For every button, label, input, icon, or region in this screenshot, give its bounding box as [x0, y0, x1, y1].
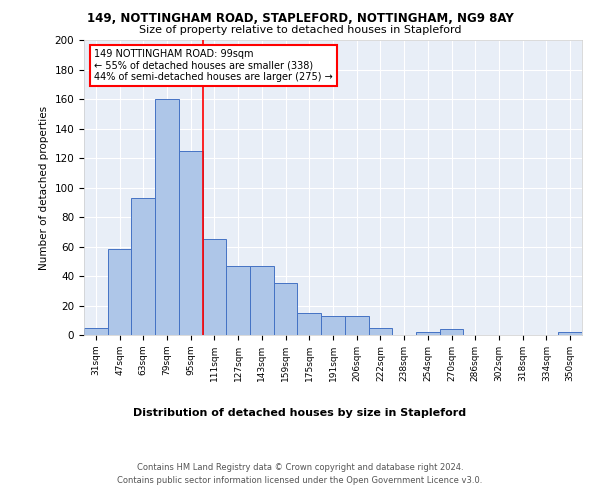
Text: 149, NOTTINGHAM ROAD, STAPLEFORD, NOTTINGHAM, NG9 8AY: 149, NOTTINGHAM ROAD, STAPLEFORD, NOTTIN…: [86, 12, 514, 26]
Text: Distribution of detached houses by size in Stapleford: Distribution of detached houses by size …: [133, 408, 467, 418]
Bar: [84, 328, 108, 335]
Bar: [416, 332, 440, 335]
Bar: [179, 150, 203, 335]
Text: 149 NOTTINGHAM ROAD: 99sqm
← 55% of detached houses are smaller (338)
44% of sem: 149 NOTTINGHAM ROAD: 99sqm ← 55% of deta…: [94, 49, 333, 82]
Text: Contains public sector information licensed under the Open Government Licence v3: Contains public sector information licen…: [118, 476, 482, 485]
Bar: [250, 266, 274, 335]
Bar: [321, 316, 345, 335]
Bar: [274, 284, 298, 335]
Text: Size of property relative to detached houses in Stapleford: Size of property relative to detached ho…: [139, 25, 461, 35]
Bar: [440, 329, 463, 335]
Bar: [345, 316, 368, 335]
Bar: [155, 99, 179, 335]
Text: Contains HM Land Registry data © Crown copyright and database right 2024.: Contains HM Land Registry data © Crown c…: [137, 462, 463, 471]
Y-axis label: Number of detached properties: Number of detached properties: [39, 106, 49, 270]
Bar: [226, 266, 250, 335]
Bar: [203, 239, 226, 335]
Bar: [558, 332, 582, 335]
Bar: [368, 328, 392, 335]
Bar: [108, 250, 131, 335]
Bar: [131, 198, 155, 335]
Bar: [298, 313, 321, 335]
